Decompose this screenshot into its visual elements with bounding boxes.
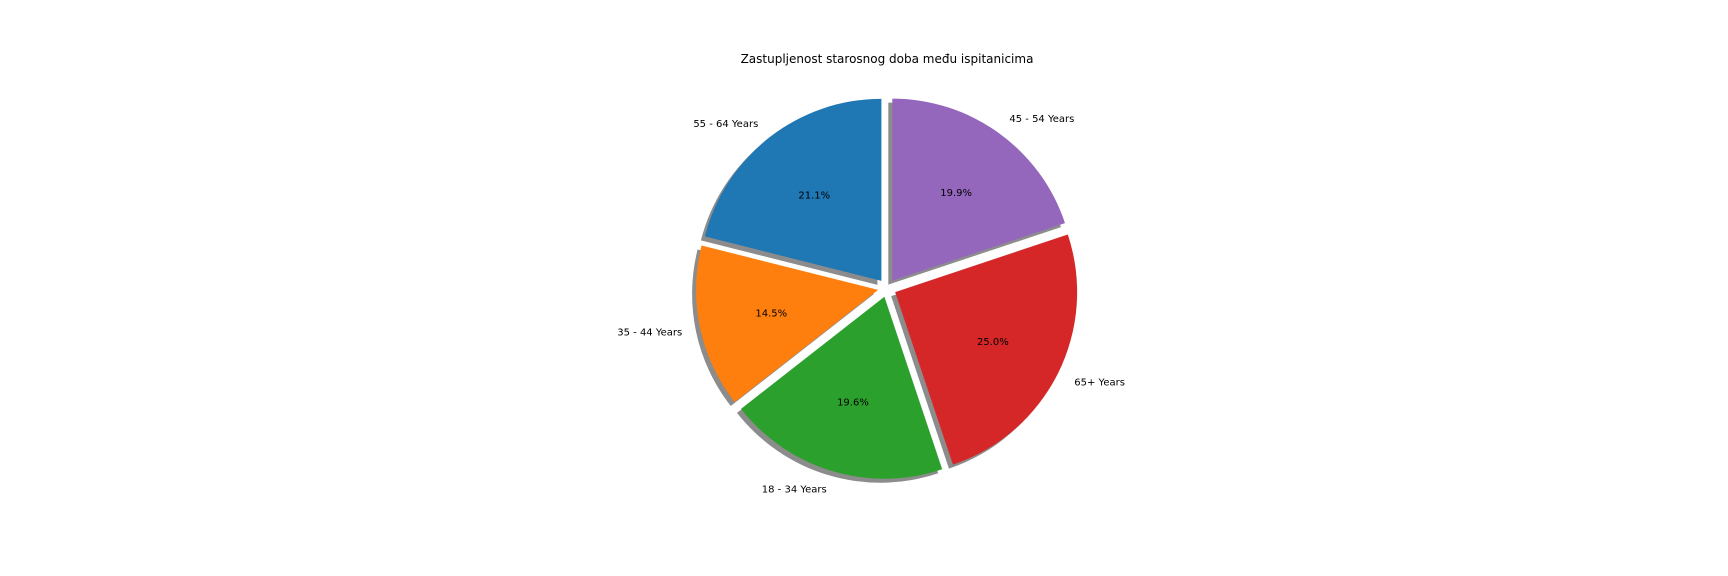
pie-slice [696, 245, 879, 403]
slice-label: 18 - 34 Years [762, 484, 827, 495]
pie-slice [895, 234, 1078, 465]
slice-percent-label: 21.1% [798, 191, 830, 202]
slice-label: 35 - 44 Years [617, 327, 682, 338]
slice-percent-label: 14.5% [755, 309, 787, 320]
pie-slice [704, 98, 882, 281]
slice-label: 55 - 64 Years [693, 119, 758, 130]
slice-percent-label: 19.6% [837, 397, 869, 408]
slice-label: 45 - 54 Years [1009, 114, 1074, 125]
chart-title: Zastupljenost starosnog doba među ispita… [741, 52, 1034, 66]
slice-percent-label: 19.9% [940, 188, 972, 199]
pie-slices [696, 98, 1078, 479]
pie-slice [892, 98, 1065, 281]
slice-percent-label: 25.0% [977, 337, 1009, 348]
slice-label: 65+ Years [1074, 377, 1125, 388]
slice-labels: 55 - 64 Years 21.1% 35 - 44 Years 14.5% 18 -… [617, 114, 1125, 495]
pie-slice [741, 296, 943, 479]
